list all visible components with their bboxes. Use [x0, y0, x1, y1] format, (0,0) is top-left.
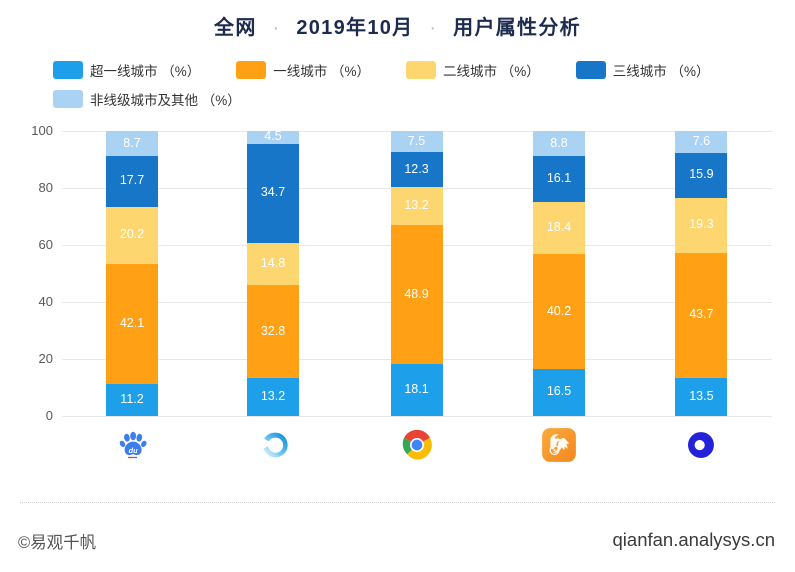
- svg-text:du: du: [129, 446, 138, 455]
